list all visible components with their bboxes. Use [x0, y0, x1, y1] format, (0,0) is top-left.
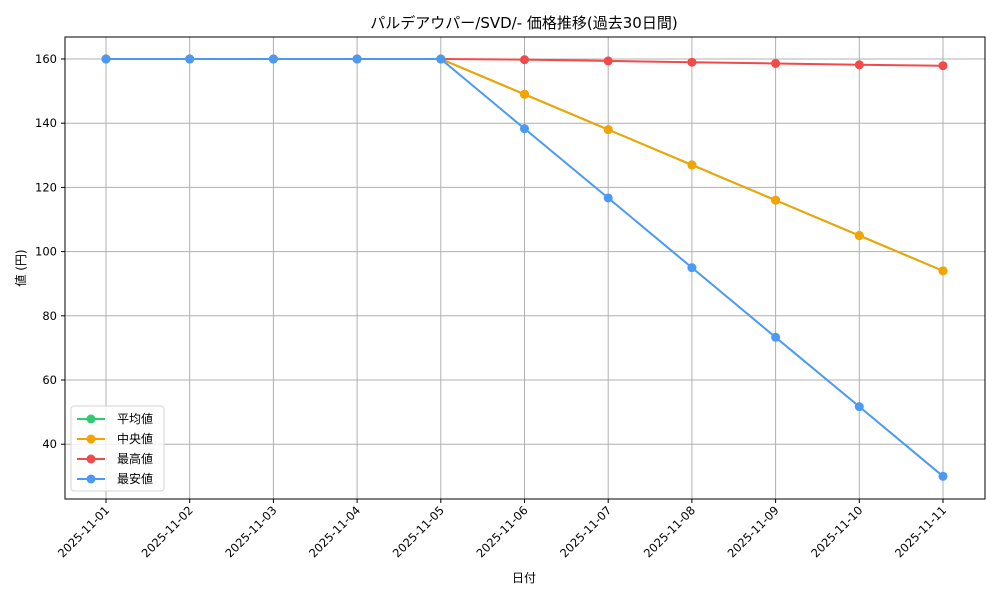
x-tick-label: 2025-11-03 — [222, 503, 279, 560]
y-axis-label: 値 (円) — [13, 249, 28, 286]
y-tick-label: 100 — [35, 245, 57, 259]
data-point — [603, 125, 613, 135]
legend-marker-icon — [86, 414, 96, 424]
x-tick-label: 2025-11-06 — [473, 503, 530, 560]
data-point — [771, 58, 781, 68]
legend-item: 最安値 — [77, 471, 153, 486]
x-tick-label: 2025-11-07 — [557, 503, 614, 560]
data-point — [352, 54, 362, 64]
legend-label: 最安値 — [117, 471, 153, 486]
data-point — [938, 266, 948, 276]
x-tick-label: 2025-11-02 — [139, 503, 196, 560]
data-point — [687, 57, 697, 67]
legend-label: 平均値 — [117, 411, 153, 426]
data-point — [854, 60, 864, 70]
x-tick-label: 2025-11-11 — [892, 503, 949, 560]
legend-item: 最高値 — [77, 451, 153, 466]
y-tick-label: 60 — [42, 373, 57, 387]
data-point — [938, 471, 948, 481]
legend-box — [70, 405, 165, 492]
x-tick-label: 2025-11-08 — [641, 503, 698, 560]
data-point — [436, 54, 446, 64]
y-tick-label: 140 — [35, 116, 57, 130]
y-axis-ticks: 40 60 80 100 120 140 160 — [35, 52, 65, 451]
series-lines — [101, 54, 948, 481]
y-tick-label: 160 — [35, 52, 57, 66]
legend-marker-icon — [86, 474, 96, 484]
legend-marker-icon — [86, 434, 96, 444]
x-tick-label: 2025-11-05 — [390, 503, 447, 560]
data-point — [520, 89, 529, 99]
data-point — [854, 231, 864, 241]
x-axis-ticks: 2025-11-01 2025-11-02 2025-11-03 2025-11-04… — [55, 499, 949, 560]
y-tick-label: 80 — [42, 309, 57, 323]
series-3 — [101, 54, 948, 481]
y-tick-label: 40 — [42, 437, 57, 451]
legend-marker-icon — [86, 454, 96, 464]
x-tick-label: 2025-11-10 — [808, 503, 865, 560]
data-point — [687, 160, 697, 170]
chart-title: パルデアウパー/SVD/- 価格推移(過去30日間) — [370, 14, 677, 32]
grid-lines — [65, 37, 985, 499]
data-point — [603, 56, 613, 66]
legend-item: 平均値 — [77, 411, 153, 426]
data-point — [854, 402, 864, 412]
data-point — [268, 54, 278, 64]
x-axis-label: 日付 — [512, 571, 536, 585]
data-point — [771, 195, 781, 205]
data-point — [520, 55, 529, 65]
legend-label: 最高値 — [117, 451, 153, 466]
data-point — [687, 263, 697, 273]
legend-item: 中央値 — [77, 431, 153, 446]
data-point — [771, 332, 781, 342]
x-tick-label: 2025-11-09 — [725, 503, 782, 560]
y-tick-label: 120 — [35, 180, 57, 194]
data-point — [101, 54, 111, 64]
data-point — [603, 193, 613, 203]
x-tick-label: 2025-11-04 — [306, 503, 363, 560]
data-point — [185, 54, 195, 64]
x-tick-label: 2025-11-01 — [55, 503, 112, 560]
data-point — [938, 61, 948, 71]
data-point — [520, 124, 529, 134]
legend-label: 中央値 — [117, 431, 153, 446]
